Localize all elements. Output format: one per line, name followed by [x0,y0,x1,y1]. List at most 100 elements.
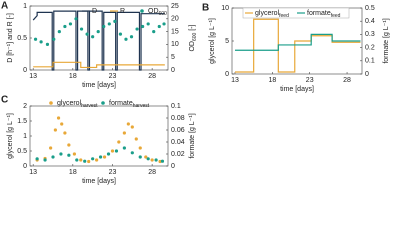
y-tick-label: 0 [225,71,229,78]
y-tick-label: 0.5 [17,148,27,155]
y2-tick-label: 0.4 [365,18,375,25]
series-line [234,18,361,73]
legend-label: glycerolharvest [57,100,98,109]
x-tick-label: 23 [109,73,117,80]
y-axis-label: D [h⁻¹] and R [-] [7,13,14,63]
data-point [83,159,87,163]
data-point [85,32,89,36]
legend-label-part: 600 [159,11,168,17]
legend-label: formateharvest [109,100,150,109]
data-point [134,137,138,141]
legend-label-part: R [120,8,125,15]
legend-box [242,7,350,19]
y2-axis-label-part: formate [g L⁻¹] [189,113,196,158]
data-point [60,122,64,126]
panel-label: B [202,3,209,14]
data-point [68,22,73,26]
series-line [33,61,165,69]
y2-tick-label: 0.5 [365,5,375,12]
y-tick-label: 1.5 [17,118,27,125]
data-point [45,42,50,47]
y2-tick-label: 0 [171,67,175,74]
y2-tick-label: 0.02 [171,151,185,158]
y2-axis-label-part: formate [g L⁻¹] [383,18,390,63]
data-point [141,24,145,29]
y-tick-label: 0 [23,67,27,74]
legend-label-part: formate [109,100,133,107]
data-point [75,158,79,162]
data-point [53,128,57,132]
y-tick-label: 1 [23,133,27,140]
y2-tick-label: 0.2 [365,44,375,51]
y2-axis-label: formate [g L⁻¹] [383,18,390,63]
y2-axis-label-part: OD [189,41,196,52]
x-axis-label: time [days] [280,86,314,93]
data-point [52,37,56,41]
data-point [146,157,150,161]
data-point [67,153,71,157]
plot-frame [29,5,169,71]
data-point [49,146,53,150]
series-line [234,33,361,51]
y2-tick-label: 0 [171,163,175,170]
y2-axis-label-part: 600 [192,32,198,41]
legend-label: OD600 [148,8,167,17]
y2-tick-label: 15 [171,28,179,35]
y2-tick-label: 0.06 [171,127,185,134]
y2-tick-label: 20 [171,16,179,23]
x-axis-label: time [days] [82,82,116,89]
legend-label-part: harvest [133,103,150,109]
y2-axis-label-part: [-] [189,24,196,32]
data-point [118,32,123,36]
data-point [91,157,95,161]
x-tick-label: 18 [69,169,77,176]
y2-tick-label: 0 [365,71,369,78]
data-point [154,158,158,162]
data-point [158,159,162,164]
y-tick-label: 10 [221,5,229,12]
data-point [79,27,84,31]
data-point [56,116,61,120]
x-tick-label: 28 [148,73,156,80]
data-point [162,22,166,26]
data-point [63,24,67,29]
data-point [79,158,83,162]
data-point [122,146,126,150]
data-point [51,155,55,159]
legend-label-part: formate [307,10,331,17]
x-tick-label: 13 [231,77,239,84]
y-tick-label: 0.5 [17,35,27,42]
data-point [33,37,38,41]
data-point [98,155,103,159]
panel-label: C [1,95,8,106]
legend-label: formatefeed [307,10,341,19]
x-tick-label: 18 [268,77,276,84]
y2-tick-label: 0.08 [171,115,185,122]
legend-swatch [49,101,53,105]
data-point [35,157,39,161]
x-tick-label: 28 [343,77,351,84]
data-point [59,152,63,156]
legend-label: D [92,8,97,15]
legend-swatch [101,101,105,105]
legend-label-part: harvest [81,103,98,109]
legend-label-part: OD [148,8,159,15]
data-point [39,40,43,44]
y2-axis-label: formate [g L⁻¹] [189,113,196,158]
data-point [113,19,117,23]
data-point [106,152,111,156]
y-tick-label: 0 [23,163,27,170]
data-point [102,155,107,159]
y-tick-label: 2 [23,103,27,110]
data-point [96,30,100,34]
data-point [110,149,115,153]
data-point [95,158,99,162]
data-point [144,155,148,159]
y2-tick-label: 0.1 [171,103,181,110]
x-tick-label: 13 [29,73,37,80]
data-point [124,37,128,41]
y2-tick-label: 0.1 [365,58,375,65]
data-point [72,152,77,156]
y-tick-label: 1 [23,3,27,10]
